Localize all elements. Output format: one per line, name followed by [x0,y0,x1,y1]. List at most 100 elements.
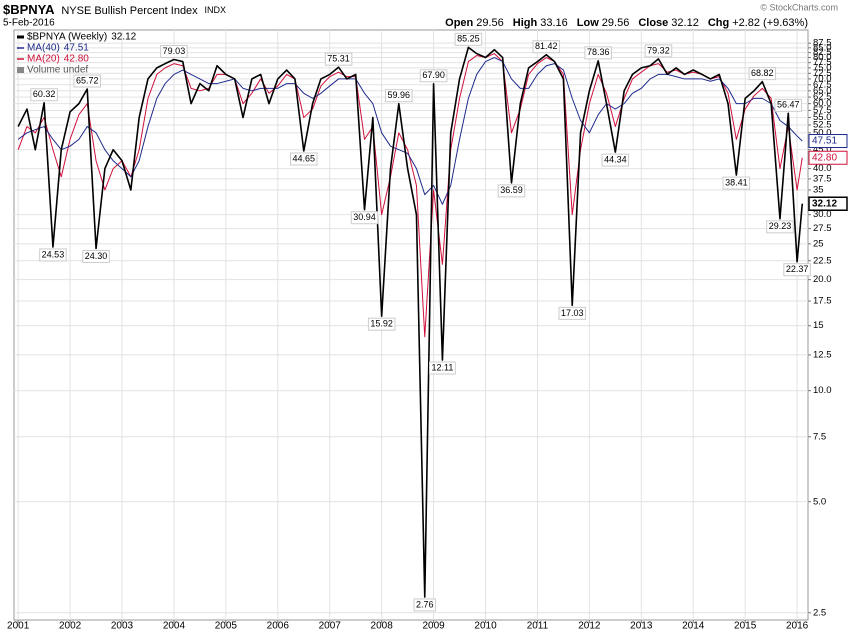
last-value-box [808,134,848,149]
y-tick-label: 80.0 [813,52,832,63]
y-tick-label: 57.5 [813,105,832,116]
y-tick-label: 7.5 [813,431,826,442]
y-tick-label: 75.0 [813,62,832,73]
x-tick-label: 2003 [111,621,134,632]
last-value-tag: 32.12 [808,196,848,211]
y-tick-label: 55.0 [813,112,832,123]
y-tick-label: 22.5 [813,255,832,266]
annotation: 68.82 [748,67,777,81]
y-tick-label: 27.5 [813,223,832,234]
annotation-label: 2.76 [416,599,434,609]
x-tick-label: 2012 [578,621,601,632]
annotation: 15.92 [367,317,396,331]
annotation-box [160,44,188,58]
chart-heading: $BPNYA NYSE Bullish Percent Index INDX [3,2,226,17]
quote-change-percent: (+9.63%) [763,17,808,29]
y-tick-label: 60.0 [813,98,832,109]
annotation-box [558,306,587,320]
annotation-label: 15.92 [370,319,393,329]
annotation: 65.72 [73,74,101,88]
y-tick-label: 15 [813,320,824,331]
annotation-box [454,32,483,46]
annotation-label: 29.23 [769,221,792,231]
annotation-label: 44.34 [604,154,627,164]
x-tick-label: 2001 [7,621,30,632]
x-tick-label: 2013 [630,621,653,632]
legend-swatch [17,67,24,73]
quote-label: Chg [708,17,729,29]
annotation: 38.41 [722,176,751,190]
legend-value: 47.51 [64,43,89,54]
y-tick-label: 35 [813,184,824,195]
plot-frame [13,29,809,621]
x-tick-label: 2011 [527,621,549,632]
annotation-label: 12.11 [431,362,453,372]
quote-value: 33.16 [540,17,568,29]
annotation-label: 24.30 [85,251,108,261]
series-line [17,57,803,205]
annotation-box [428,361,456,375]
annotation-label: 44.65 [293,153,316,163]
last-value-box [808,150,848,165]
quote-line: Open 29.56 High 33.16 Low 29.56 Close 32.12 Chg +… [445,17,808,29]
annotation-label: 75.31 [327,54,350,64]
chart-subtitle: NYSE Bullish Percent Index [61,5,198,17]
x-tick-label: 2002 [59,621,82,632]
annotation-box [601,153,630,167]
x-tick-label: 2004 [163,621,186,632]
annotation-box [413,598,437,612]
y-tick-label: 65.0 [813,85,832,96]
annotation-label: 85.25 [457,34,480,44]
annotation: 36.59 [497,184,526,198]
y-tick-label: 72.5 [813,68,832,79]
annotation-box [39,248,67,262]
annotation: 2.76 [413,598,437,612]
annotation-box [584,46,612,60]
quote-value: 29.56 [476,17,504,29]
y-tick-label: 10.0 [813,385,832,396]
quote-label: High [513,17,538,29]
y-tick-label: 70.0 [813,73,832,84]
quote-value: 32.12 [671,17,699,29]
annotation: 67.90 [419,69,448,83]
annotation-box [350,211,379,225]
quote-label: Close [638,17,668,29]
last-value-label: 32.12 [812,198,837,209]
annotation: 44.34 [601,153,630,167]
annotation-box [748,67,777,81]
y-tick-label: 30.0 [813,209,832,220]
annotation: 29.23 [766,220,794,234]
annotation: 22.37 [783,263,811,277]
annotation: 17.03 [558,306,587,320]
annotation: 30.94 [350,211,379,225]
quote-value: 29.56 [602,17,630,29]
annotation-box [290,152,318,166]
plot-area: 2.5 5.0 7.5 10.0 12.5 15 17.5 20.0 22.5 25 27.5 30.… [7,29,848,632]
annotation-box [82,249,110,263]
annotation-box [783,263,811,277]
legend-label: MA(20) [27,54,60,65]
y-tick-label: 52.5 [813,120,832,131]
x-tick-label: 2016 [786,621,809,632]
annotation: 24.30 [82,249,110,263]
series-line [17,46,804,598]
annotation-box [30,88,58,102]
annotation-label: 22.37 [786,264,809,274]
annotation-label: 24.53 [42,249,65,259]
last-value-tag: 42.80 [808,150,848,165]
annotation: 24.53 [39,248,67,262]
watermark: © StockCharts.com [760,2,838,12]
y-tick-label: 37.5 [813,173,832,184]
annotation-label: 17.03 [561,308,584,318]
annotation-label: 59.96 [388,90,411,100]
quote-label: Open [445,17,473,29]
legend-label: MA(40) [27,43,60,54]
chart-title: $BPNYA [3,2,55,17]
annotation: 79.03 [160,44,188,58]
annotation-label: 68.82 [751,68,774,78]
annotation: 85.25 [454,32,483,46]
x-tick-label: 2015 [734,621,757,632]
last-value-tag: 47.51 [808,134,848,149]
annotation-label: 81.42 [535,41,558,51]
